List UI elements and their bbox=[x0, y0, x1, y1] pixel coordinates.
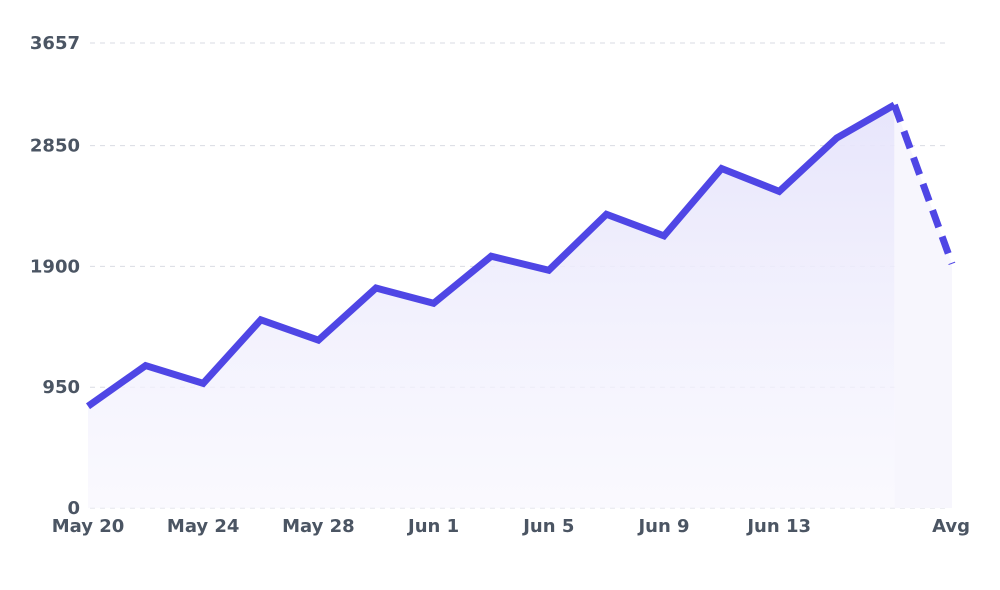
x-tick-label: Jun 9 bbox=[636, 516, 689, 537]
y-axis-ticks: 0 950 1900 2850 3657 bbox=[30, 33, 80, 519]
y-tick-label: 2850 bbox=[30, 136, 80, 157]
data-point bbox=[143, 363, 149, 369]
data-point bbox=[373, 285, 379, 291]
series-line-projected bbox=[891, 103, 956, 266]
y-tick-label: 950 bbox=[42, 377, 80, 398]
data-point bbox=[891, 102, 897, 108]
data-point bbox=[776, 188, 782, 194]
x-axis-ticks: May 20 May 24 May 28 Jun 1 Jun 5 Jun 9 Jun 13 A… bbox=[52, 516, 970, 537]
series-line-solid bbox=[85, 101, 897, 410]
data-point bbox=[603, 211, 609, 217]
x-tick-label: Avg bbox=[932, 516, 970, 537]
data-point bbox=[719, 166, 725, 172]
data-point bbox=[661, 233, 667, 239]
data-point bbox=[834, 135, 840, 141]
data-point bbox=[949, 261, 955, 267]
y-tick-label: 1900 bbox=[30, 256, 80, 277]
data-point bbox=[315, 337, 321, 343]
data-point bbox=[431, 300, 437, 306]
series-line bbox=[85, 101, 956, 410]
area-fill bbox=[88, 104, 952, 508]
data-point bbox=[258, 317, 264, 323]
data-point bbox=[546, 267, 552, 273]
y-tick-label: 3657 bbox=[30, 33, 80, 54]
x-tick-label: May 20 bbox=[52, 516, 125, 537]
x-tick-label: Jun 5 bbox=[521, 516, 574, 537]
y-tick-label: 0 bbox=[67, 498, 80, 519]
data-point bbox=[488, 253, 494, 259]
area-fill-projected bbox=[894, 104, 952, 508]
x-tick-label: May 28 bbox=[282, 516, 355, 537]
x-tick-label: Jun 13 bbox=[745, 516, 811, 537]
x-tick-label: Jun 1 bbox=[406, 516, 459, 537]
x-tick-label: May 24 bbox=[167, 516, 240, 537]
data-point bbox=[200, 380, 206, 386]
area-fill-solid bbox=[88, 104, 895, 508]
data-point bbox=[85, 403, 91, 409]
